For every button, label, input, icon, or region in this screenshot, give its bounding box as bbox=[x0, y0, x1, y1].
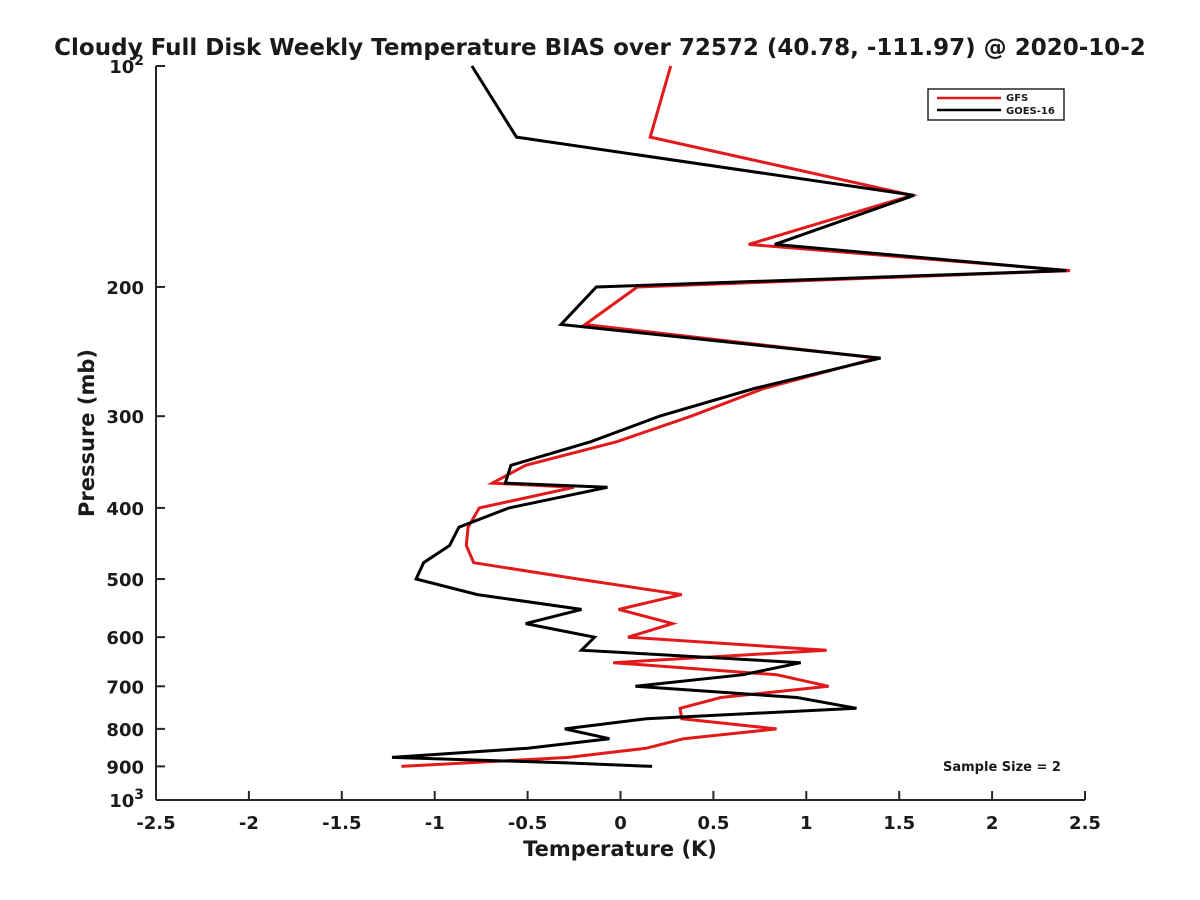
x-axis-label: Temperature (K) bbox=[523, 837, 717, 861]
x-tick-label: 2.5 bbox=[1069, 813, 1101, 834]
series-line-goes-16 bbox=[391, 65, 1067, 768]
y-tick-label: 200 bbox=[106, 278, 144, 299]
x-tick-label: -1.5 bbox=[322, 813, 361, 834]
x-tick-label: 2 bbox=[986, 813, 999, 834]
plot-area bbox=[156, 66, 1085, 800]
sample-size-annotation: Sample Size = 2 bbox=[943, 760, 1061, 775]
legend: GFS GOES-16 bbox=[927, 88, 1065, 121]
x-tick-label: 1.5 bbox=[883, 813, 915, 834]
y-tick-label: 103 bbox=[109, 787, 144, 812]
chart-title: Cloudy Full Disk Weekly Temperature BIAS… bbox=[54, 35, 1146, 61]
y-tick-label: 400 bbox=[106, 499, 144, 520]
x-tick-label: -0.5 bbox=[508, 813, 547, 834]
y-tick-label: 700 bbox=[106, 677, 144, 698]
series-line-gfs bbox=[401, 65, 1071, 768]
legend-label-goes-16: GOES-16 bbox=[1006, 106, 1055, 117]
x-tick-label: -2.5 bbox=[136, 813, 175, 834]
legend-box bbox=[927, 88, 1065, 121]
series-group bbox=[391, 65, 1071, 768]
y-tick-label: 900 bbox=[106, 757, 144, 778]
legend-label-gfs: GFS bbox=[1006, 93, 1028, 104]
y-tick-label: 800 bbox=[106, 720, 144, 741]
y-axis-label: Pressure (mb) bbox=[75, 349, 99, 517]
x-tick-label: 0 bbox=[614, 813, 627, 834]
y-tick-label: 102 bbox=[109, 53, 144, 78]
y-tick-label: 300 bbox=[106, 407, 144, 428]
x-tick-label: -2 bbox=[239, 813, 259, 834]
x-tick-label: -1 bbox=[425, 813, 445, 834]
y-axis-ticks: 102 200 300 400 500 600 700 800 900 103 bbox=[106, 53, 165, 812]
x-tick-label: 1 bbox=[800, 813, 813, 834]
x-axis-ticks: -2.5 -2 -1.5 -1 -0.5 0 0.5 1 1.5 2 2.5 bbox=[136, 791, 1101, 834]
y-tick-label: 600 bbox=[106, 628, 144, 649]
y-tick-label: 500 bbox=[106, 570, 144, 591]
x-tick-label: 0.5 bbox=[697, 813, 729, 834]
